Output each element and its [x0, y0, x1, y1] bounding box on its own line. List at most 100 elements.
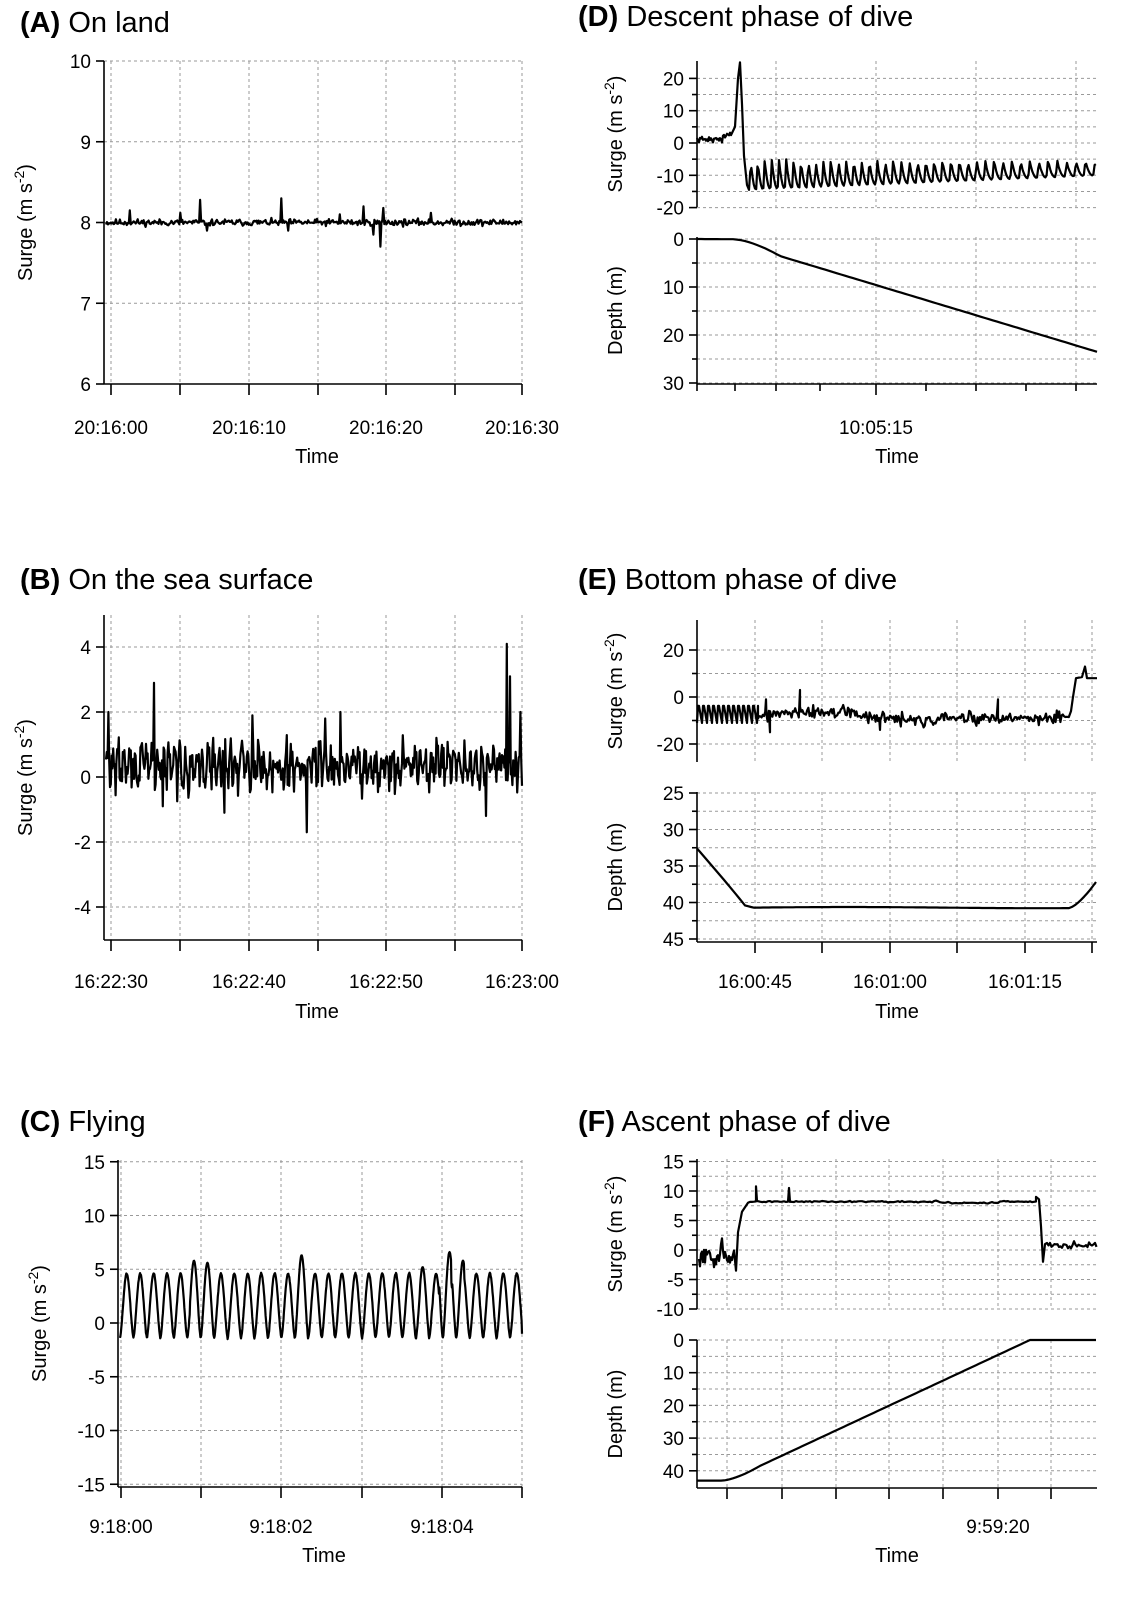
panel-a: (A) On land 6 7 8 9 10 Surge (m s-2) 20:16:00 20… — [11, 7, 559, 468]
panel-title-text: On the sea surface — [60, 564, 313, 596]
x-axis-label: Time — [875, 1545, 919, 1567]
panel-title: (D) Descent phase of dive — [578, 1, 913, 33]
y-tick-label: 10 — [84, 1207, 105, 1228]
series-line — [695, 665, 1097, 734]
y-tick-label: 4 — [80, 638, 91, 659]
y-axis-label: Surge (m s-2) — [601, 633, 627, 750]
track-depth: 25 30 35 40 45 Depth (m) — [605, 784, 1097, 951]
x-tick-label: 16:00:45 — [718, 972, 792, 993]
track-surge: -4 -2 0 2 4 Surge (m s-2) — [11, 615, 524, 940]
y-tick-label: 10 — [663, 102, 684, 123]
panel-title: (E) Bottom phase of dive — [578, 564, 897, 596]
panel-f: (F) Ascent phase of dive -10 -5 0 5 10 15 Surge… — [578, 1106, 1098, 1567]
y-tick-label: -15 — [78, 1475, 105, 1496]
series-line — [697, 1338, 1096, 1482]
y-tick-label: -10 — [657, 1300, 684, 1321]
y-tick-label: -5 — [88, 1368, 105, 1389]
y-tick-label: 10 — [70, 52, 91, 73]
panel-letter: (D) — [578, 1, 618, 33]
y-tick-label: 2 — [80, 703, 91, 724]
y-tick-label: 40 — [663, 1462, 684, 1483]
panel-title: (A) On land — [20, 7, 170, 39]
y-axis-label: Surge (m s-2) — [11, 164, 37, 281]
track-surge: -20 0 20 Surge (m s-2) — [601, 620, 1097, 762]
panel-letter: (A) — [20, 7, 60, 39]
y-tick-label: 20 — [663, 641, 684, 662]
y-axis-label: Depth (m) — [605, 1370, 627, 1459]
x-tick-label: 20:16:10 — [212, 418, 286, 439]
y-tick-label: 0 — [80, 768, 91, 789]
track-depth: 0 10 20 30 40 Depth (m) — [605, 1331, 1097, 1488]
y-tick-label: 10 — [663, 1182, 684, 1203]
y-tick-label: -4 — [74, 898, 91, 919]
x-tick-label: 16:01:00 — [853, 972, 927, 993]
x-tick-label: 9:59:20 — [966, 1517, 1029, 1538]
x-tick-label: 20:16:00 — [74, 418, 148, 439]
y-tick-label: -10 — [78, 1422, 105, 1443]
track-surge: -20 -10 0 10 20 Surge (m s-2) — [601, 61, 1097, 220]
y-tick-label: 40 — [663, 894, 684, 915]
y-tick-label: 20 — [663, 1396, 684, 1417]
panel-title: (B) On the sea surface — [20, 564, 313, 596]
panel-title-text: Bottom phase of dive — [617, 564, 898, 596]
y-tick-label: 30 — [663, 374, 684, 395]
y-tick-label: 0 — [673, 230, 684, 251]
series-line — [118, 1251, 524, 1341]
panel-title-text: Flying — [60, 1106, 145, 1138]
y-axis-label: Surge (m s-2) — [601, 76, 627, 193]
series-line — [695, 61, 1097, 191]
y-tick-label: 0 — [673, 688, 684, 709]
x-tick-label: 16:01:15 — [988, 972, 1062, 993]
panel-b: (B) On the sea surface -4 -2 0 2 4 Surge (m s-… — [11, 564, 559, 1023]
panel-title-text: On land — [60, 7, 170, 39]
y-tick-label: -10 — [657, 166, 684, 187]
y-tick-label: -20 — [657, 199, 684, 220]
track-surge: -15 -10 -5 0 5 10 15 Surge (m s-2) — [25, 1153, 524, 1496]
y-tick-label: 5 — [94, 1260, 105, 1281]
track-depth: 0 10 20 30 Depth (m) — [605, 230, 1098, 395]
y-axis-label: Surge (m s-2) — [11, 719, 37, 836]
y-tick-label: 35 — [663, 857, 684, 878]
y-tick-label: -2 — [74, 833, 91, 854]
y-tick-label: 0 — [673, 134, 684, 155]
x-tick-label: 16:22:40 — [212, 972, 286, 993]
y-tick-label: 7 — [80, 294, 91, 315]
y-tick-label: 25 — [663, 784, 684, 805]
x-tick-label: 10:05:15 — [839, 418, 913, 439]
x-tick-label: 16:22:50 — [349, 972, 423, 993]
x-tick-label: 9:18:02 — [249, 1517, 312, 1538]
series-line — [104, 642, 524, 834]
y-tick-label: 20 — [663, 326, 684, 347]
panel-c: (C) Flying -15 -10 -5 0 5 10 15 Surge (m s-2) 9:1… — [20, 1106, 524, 1567]
x-tick-label: 20:16:20 — [349, 418, 423, 439]
series-line — [696, 847, 1097, 910]
panel-title: (C) Flying — [20, 1106, 146, 1138]
y-tick-label: 15 — [84, 1153, 105, 1174]
x-axis-label: Time — [295, 446, 339, 468]
y-tick-label: 10 — [663, 278, 684, 299]
y-tick-label: 5 — [673, 1212, 684, 1233]
x-axis-label: Time — [875, 1001, 919, 1023]
y-tick-label: 6 — [80, 375, 91, 396]
track-surge: -10 -5 0 5 10 15 Surge (m s-2) — [601, 1153, 1098, 1321]
x-tick-label: 16:22:30 — [74, 972, 148, 993]
panel-title-text: Descent phase of dive — [618, 1, 913, 33]
x-tick-label: 20:16:30 — [485, 418, 559, 439]
panel-letter: (C) — [20, 1106, 60, 1138]
y-tick-label: 15 — [663, 1153, 684, 1174]
series-line — [697, 1185, 1098, 1272]
x-axis-label: Time — [875, 446, 919, 468]
panel-letter: (B) — [20, 564, 60, 596]
x-tick-label: 9:18:00 — [89, 1517, 152, 1538]
x-axis-label: Time — [302, 1545, 346, 1567]
panel-d: (D) Descent phase of dive -20 -10 0 10 20 Surg… — [578, 1, 1098, 468]
y-tick-label: -5 — [667, 1271, 684, 1292]
y-tick-label: 30 — [663, 1429, 684, 1450]
y-tick-label: 9 — [80, 133, 91, 154]
panel-letter: (F) — [578, 1106, 615, 1138]
y-tick-label: 45 — [663, 930, 684, 951]
track-surge: 6 7 8 9 10 Surge (m s-2) — [11, 52, 523, 396]
y-tick-label: -20 — [657, 735, 684, 756]
y-tick-label: 0 — [673, 1241, 684, 1262]
